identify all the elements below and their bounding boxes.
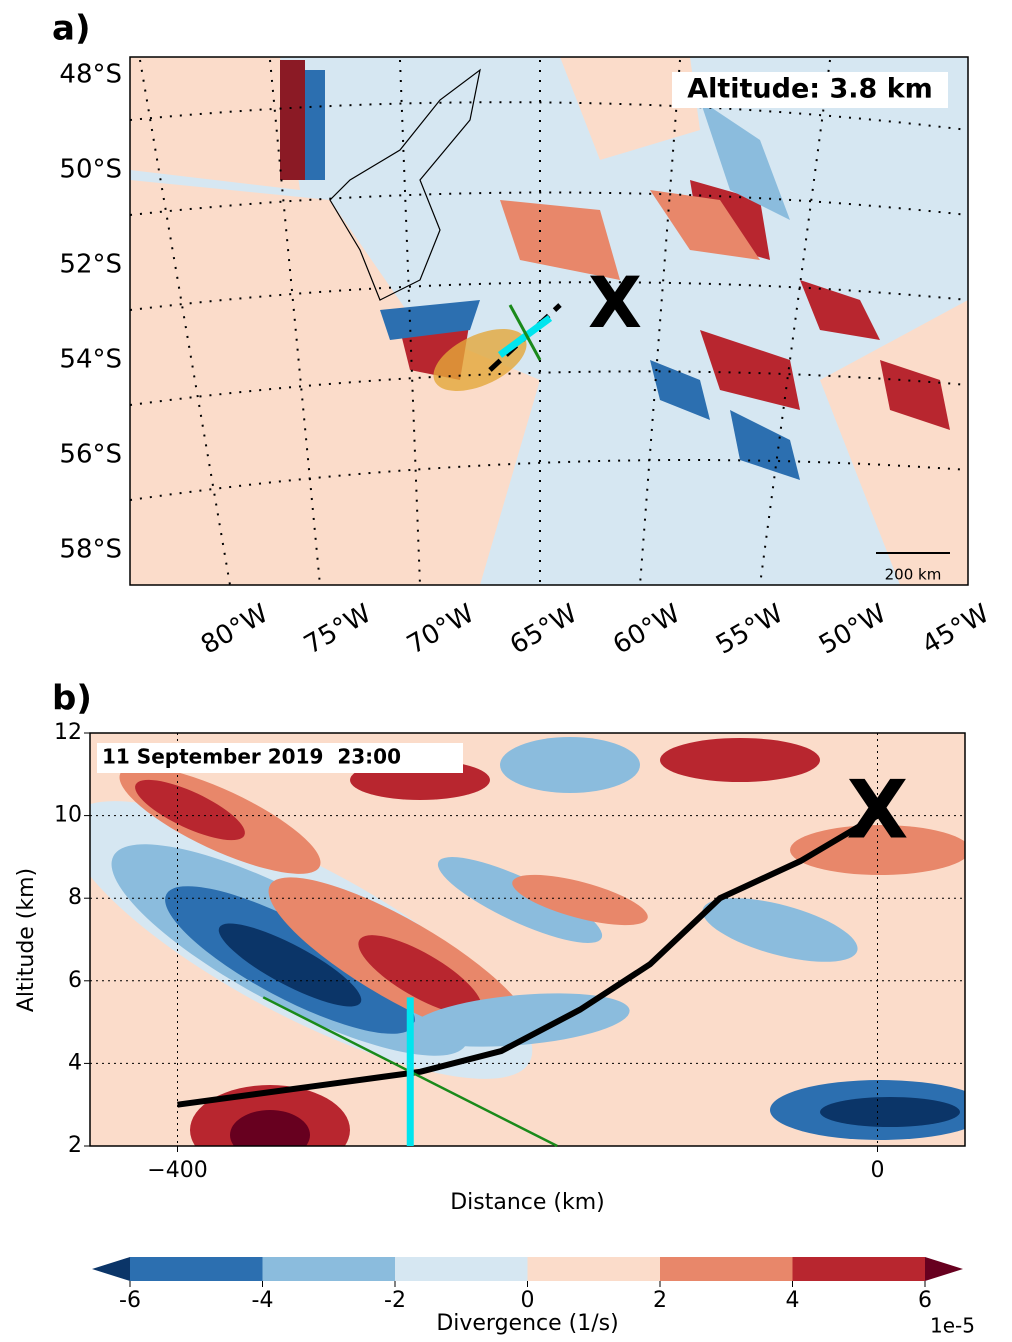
y-tick-label: 12 xyxy=(54,720,82,745)
colorbar-extend xyxy=(925,1257,963,1281)
colorbar-tick-label: -4 xyxy=(252,1288,274,1313)
lat-label: 52°S xyxy=(59,250,122,280)
contour-field xyxy=(90,733,965,1146)
annotation: Altitude: 3.8 km xyxy=(687,74,933,105)
colorbar-segment xyxy=(130,1257,263,1281)
lat-label: 58°S xyxy=(59,535,122,565)
colorbar-extend xyxy=(92,1257,130,1281)
colorbar-exponent: 1e-5 xyxy=(930,1314,975,1338)
colorbar-tick-label: -2 xyxy=(384,1288,406,1313)
y-tick-label: 10 xyxy=(54,803,82,828)
plot-frame xyxy=(89,732,966,1147)
lat-label: 48°S xyxy=(59,60,122,90)
x-tick-label: −400 xyxy=(147,1158,207,1183)
colorbar-tick-label: 2 xyxy=(653,1288,667,1313)
marker-label: X xyxy=(847,764,909,857)
colorbar-segment xyxy=(527,1257,660,1281)
colorbar-segment xyxy=(792,1257,925,1281)
lon-label: 45°W xyxy=(917,599,994,661)
y-tick-label: 6 xyxy=(68,968,82,993)
series-line xyxy=(177,813,880,1108)
y-tick-label: 4 xyxy=(68,1050,82,1075)
colorbar-segment xyxy=(262,1257,395,1281)
x-axis-label: Distance (km) xyxy=(450,1190,605,1215)
lon-label: 70°W xyxy=(402,599,479,661)
colorbar-tick-label: 0 xyxy=(521,1288,535,1313)
lat-label: 54°S xyxy=(59,345,122,375)
lat-label: 50°S xyxy=(59,155,122,185)
x-tick-label: 0 xyxy=(871,1158,885,1183)
panel-label: a) xyxy=(52,9,90,49)
colorbar-tick-label: 6 xyxy=(918,1288,932,1313)
lon-label: 60°W xyxy=(608,599,685,661)
y-axis-label: Altitude (km) xyxy=(14,868,39,1012)
lon-label: 50°W xyxy=(814,599,891,661)
colorbar-segment xyxy=(395,1257,528,1281)
y-tick-label: 2 xyxy=(68,1133,82,1158)
colorbar-tick-label: 4 xyxy=(786,1288,800,1313)
annotation-box xyxy=(97,743,463,773)
colorbar-segment xyxy=(660,1257,793,1281)
marker-label: X xyxy=(588,262,642,344)
lon-label: 75°W xyxy=(299,599,376,661)
colorbar-tick-label: -6 xyxy=(119,1288,141,1313)
lon-label: 65°W xyxy=(505,599,582,661)
lon-label: 80°W xyxy=(196,599,273,661)
map-field xyxy=(129,56,969,586)
colorbar-label: Divergence (1/s) xyxy=(436,1311,618,1336)
panel-label: b) xyxy=(52,679,92,719)
lat-label: 56°S xyxy=(59,440,122,470)
annotation: 11 September 2019 23:00 xyxy=(102,745,401,769)
y-tick-label: 8 xyxy=(68,885,82,910)
lon-label: 55°W xyxy=(711,599,788,661)
scale-label: 200 km xyxy=(885,566,942,584)
annotation-box xyxy=(672,72,948,108)
